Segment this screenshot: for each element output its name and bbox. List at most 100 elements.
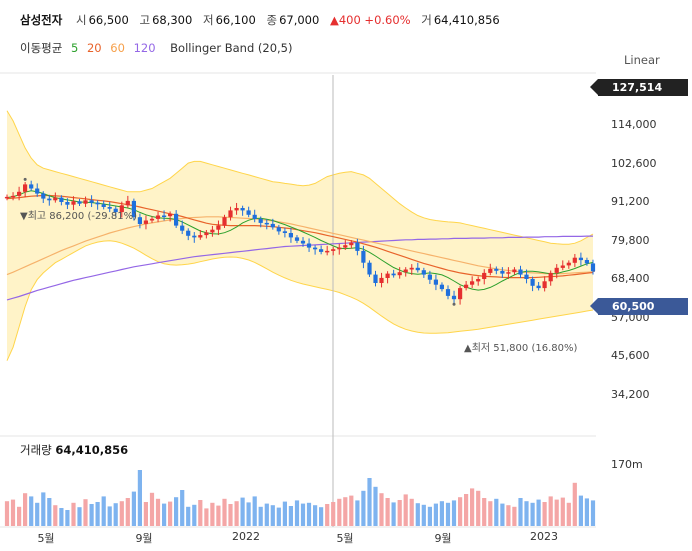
candle-body xyxy=(162,215,167,217)
volume-bar xyxy=(234,501,239,526)
bollinger-legend[interactable]: Bollinger Band (20,5) xyxy=(170,41,293,55)
volume-bar xyxy=(119,501,124,526)
volume-bar xyxy=(204,508,209,526)
volume-bar xyxy=(385,498,390,526)
volume-bar xyxy=(162,503,167,526)
volume-bar xyxy=(560,497,565,526)
y-tick: 45,600 xyxy=(611,349,650,362)
candle-body xyxy=(325,250,330,253)
candle-body xyxy=(155,215,161,219)
volume-bar xyxy=(421,504,426,526)
candle-body xyxy=(29,184,34,189)
volume-bar xyxy=(101,496,106,526)
volume-bar xyxy=(470,488,475,526)
volume-bar xyxy=(488,501,493,526)
volume-label: 거 xyxy=(421,13,432,27)
y-tick: 79,800 xyxy=(611,234,650,247)
low-annotation: ▲최저 51,800 (16.80%) xyxy=(464,343,578,354)
open-label: 시 xyxy=(75,13,87,27)
volume-bar xyxy=(518,498,523,526)
volume-bar xyxy=(367,478,372,526)
candle-body xyxy=(282,231,287,233)
volume-bar xyxy=(524,501,529,526)
volume-bar xyxy=(149,492,155,526)
candle-body xyxy=(470,281,475,285)
candle-body xyxy=(548,272,553,282)
candle-body xyxy=(379,277,384,283)
ma-label: 이동평균 xyxy=(20,41,63,55)
volume-bar xyxy=(337,498,342,526)
candle-body xyxy=(361,250,366,263)
stock-name: 삼성전자 xyxy=(20,13,63,27)
candle-body xyxy=(59,197,64,202)
candle-body xyxy=(451,295,457,300)
candle-body xyxy=(464,284,469,289)
candle-body xyxy=(137,217,142,224)
volume-bar xyxy=(192,504,197,526)
ma120-legend[interactable]: 120 xyxy=(133,41,156,55)
ma20-legend[interactable]: 20 xyxy=(86,41,102,55)
candle-body xyxy=(17,191,22,196)
candle-body xyxy=(524,274,529,279)
candle-body xyxy=(518,269,523,275)
candle-body xyxy=(415,267,420,271)
candle-body xyxy=(572,257,577,263)
high-label: 고 xyxy=(139,13,151,27)
candle-body xyxy=(198,235,203,238)
volume-bar xyxy=(554,499,559,526)
scale-mode-toggle[interactable]: Linear xyxy=(624,53,660,67)
candle-body xyxy=(488,268,493,273)
candle-body xyxy=(494,268,499,271)
volume-bar xyxy=(506,505,511,526)
low-marker xyxy=(452,302,456,306)
candle-body xyxy=(403,269,408,273)
volume-bar xyxy=(240,497,245,526)
indicator-legend[interactable]: 이동평균 5 20 60 120 Bollinger Band (20,5) xyxy=(20,40,298,56)
candle-body xyxy=(319,249,324,252)
volume-bar xyxy=(584,498,589,526)
candle-body xyxy=(476,279,481,282)
candle-body xyxy=(566,262,571,266)
candle-body xyxy=(270,223,275,228)
y-tick: 91,200 xyxy=(611,195,650,208)
ma60-legend[interactable]: 60 xyxy=(110,41,125,55)
candle-body xyxy=(506,272,511,274)
candle-body xyxy=(125,200,130,206)
volume-bar xyxy=(482,498,487,526)
candle-body xyxy=(89,200,94,203)
candle-body xyxy=(23,184,28,192)
volume-bar xyxy=(143,502,148,526)
volume-panel-label: 거래량 xyxy=(20,443,52,457)
candle-body xyxy=(10,195,16,198)
volume-bar xyxy=(222,498,227,526)
candle-body xyxy=(258,218,263,223)
y-tick: 114,000 xyxy=(611,118,657,131)
volume-bar xyxy=(361,490,366,526)
candle-body xyxy=(391,273,396,276)
candle-body xyxy=(294,237,300,241)
volume-bar xyxy=(445,502,451,526)
volume-bar xyxy=(512,506,517,526)
volume-bar xyxy=(451,500,457,526)
candle-body xyxy=(500,270,505,274)
volume-bar xyxy=(319,507,324,526)
volume-bar xyxy=(458,497,463,526)
candle-body xyxy=(95,202,100,205)
volume-bar xyxy=(415,503,420,526)
candle-body xyxy=(186,230,191,236)
candle-body xyxy=(113,208,118,213)
volume-bar xyxy=(131,491,136,526)
candle-body xyxy=(331,249,336,251)
volume-bar xyxy=(427,506,432,526)
volume-bar xyxy=(566,502,571,526)
volume-bar xyxy=(313,505,318,526)
volume-bar xyxy=(379,493,384,526)
y-tick: 68,400 xyxy=(611,272,650,285)
volume-bar xyxy=(325,504,330,526)
volume-bar xyxy=(294,500,300,526)
candle-body xyxy=(174,213,179,226)
ma5-legend[interactable]: 5 xyxy=(70,41,79,55)
volume-bar xyxy=(168,501,173,526)
candle-body xyxy=(445,289,451,296)
